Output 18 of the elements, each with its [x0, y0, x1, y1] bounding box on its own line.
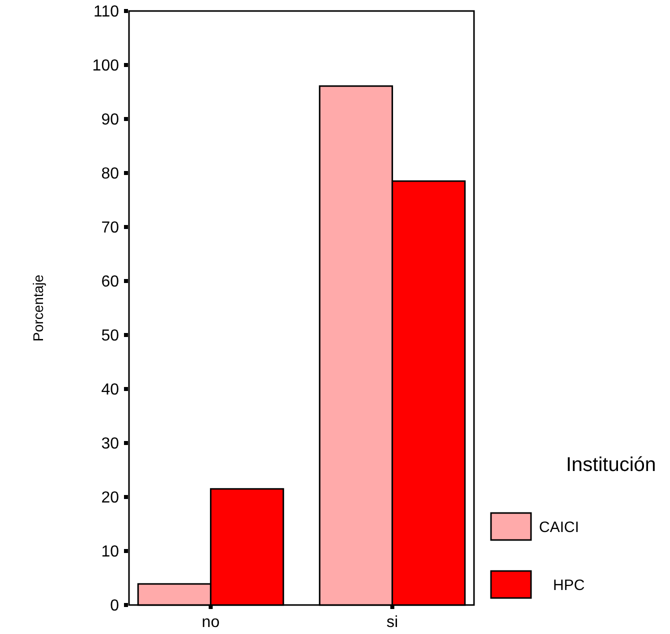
x-tick-label: si [386, 614, 398, 631]
legend-title: Institución [566, 454, 656, 476]
y-tick-label: 20 [101, 490, 120, 507]
y-tick-label: 60 [101, 274, 120, 291]
y-tick-label: 40 [101, 382, 120, 399]
x-tick-label: no [202, 614, 220, 631]
y-tick-label: 80 [101, 166, 120, 183]
y-tick-label: 10 [101, 544, 120, 561]
y-tick-label: 50 [101, 328, 120, 345]
y-tick-label: 100 [92, 58, 120, 75]
y-axis-title: Porcentaje [30, 274, 46, 342]
y-tick-label: 30 [101, 436, 120, 453]
y-tick-label: 110 [93, 4, 120, 21]
y-tick-label: 90 [101, 112, 120, 129]
legend-label: HPC [553, 577, 585, 594]
y-tick-label: 70 [101, 220, 120, 237]
legend-label: CAICI [539, 519, 580, 536]
y-tick-label: 0 [110, 598, 120, 615]
